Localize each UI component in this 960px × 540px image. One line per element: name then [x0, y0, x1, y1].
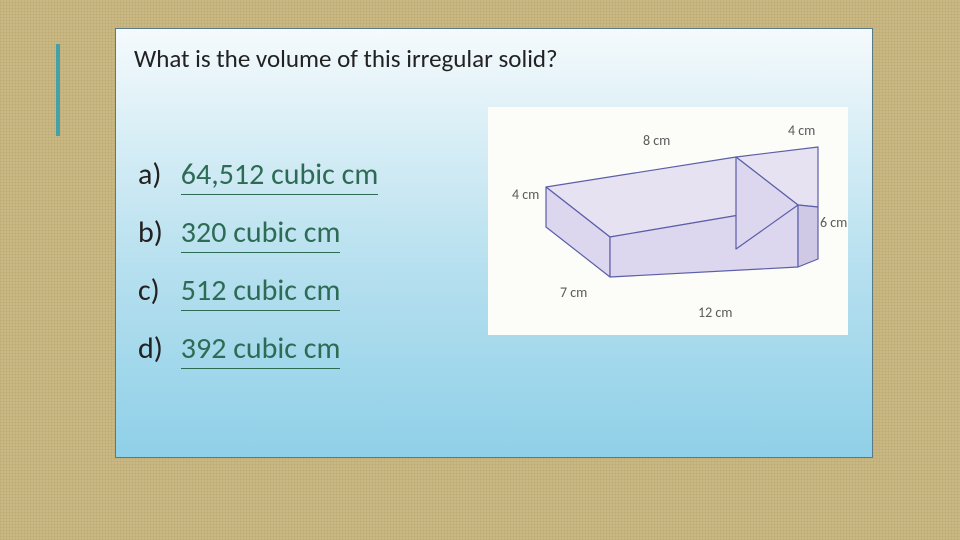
question-text: What is the volume of this irregular sol… — [116, 29, 872, 74]
svg-text:7 cm: 7 cm — [560, 284, 587, 301]
option-answer: 392 cubic cm — [181, 330, 341, 369]
svg-text:4 cm: 4 cm — [788, 122, 815, 139]
option-d[interactable]: d) 392 cubic cm — [138, 334, 872, 364]
content-box: What is the volume of this irregular sol… — [115, 28, 873, 458]
svg-text:8 cm: 8 cm — [643, 132, 670, 149]
svg-text:6 cm: 6 cm — [820, 214, 847, 231]
accent-bar — [56, 44, 60, 136]
svg-text:12 cm: 12 cm — [698, 304, 732, 321]
option-letter: d) — [138, 334, 174, 364]
option-letter: b) — [138, 218, 174, 248]
svg-text:4 cm: 4 cm — [512, 186, 539, 203]
option-letter: c) — [138, 276, 174, 306]
diagram-svg: 8 cm 4 cm 4 cm 7 cm 12 cm 6 cm — [488, 107, 848, 335]
option-answer: 320 cubic cm — [181, 214, 341, 253]
option-letter: a) — [138, 160, 174, 190]
solid-diagram: 8 cm 4 cm 4 cm 7 cm 12 cm 6 cm — [488, 107, 848, 335]
option-answer: 512 cubic cm — [181, 272, 341, 311]
option-answer: 64,512 cubic cm — [181, 156, 379, 195]
